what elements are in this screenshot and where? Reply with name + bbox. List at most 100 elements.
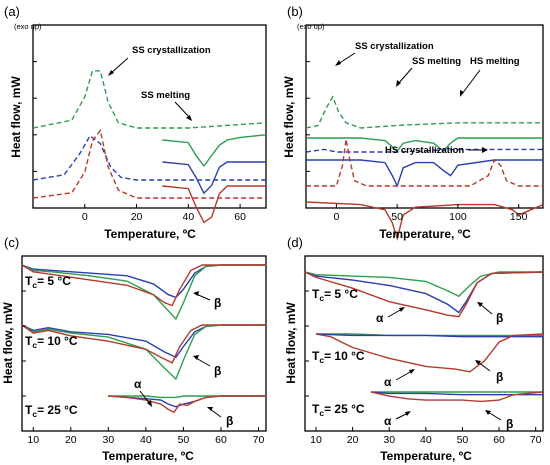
panel-d-ticks: 10 20 30 40 50 60 70 (305, 290, 542, 446)
panel-c-xlabel: Temperature, ºC (102, 449, 194, 463)
tc-label-5-c: Tc= 5 °C (25, 274, 71, 290)
annotation-ss-melting-b: SS melting (412, 56, 461, 67)
tc-label-10-d: Tc= 10 °C (312, 349, 365, 365)
arrowhead-beta-c-3 (207, 407, 213, 411)
tc-label-5-d: Tc= 5 °C (312, 287, 358, 303)
arrowhead-alpha-d-1 (399, 307, 405, 312)
x-tick-label-b-1: 50 (391, 211, 403, 223)
arrow-alpha-d-1 (387, 308, 403, 318)
series-line-d-2-2 (370, 391, 544, 403)
panel-a-label: (a) (4, 4, 20, 19)
panel-b-ylabel: Heat flow, mW (282, 76, 296, 158)
series-line-c-0-2 (21, 264, 266, 307)
x-tick-label-a-0: 0 (82, 211, 88, 223)
arrowhead-ss-crystallization-b (335, 60, 341, 66)
series-line-c-0-1 (21, 264, 266, 321)
series-line-d-0-2 (304, 271, 544, 318)
annotation-hs-melting-b: HS melting (470, 56, 520, 67)
arrowhead-alpha-c (147, 400, 152, 407)
arrowhead-beta-d-1 (477, 302, 483, 307)
arrow-ss-melting-b (397, 67, 413, 85)
panel-b-ticks: 0 50 100 150 (306, 61, 528, 223)
panel-d-xlabel: Temperature, ºC (380, 449, 472, 463)
x-tick-label-d-4: 50 (457, 434, 469, 446)
series-line-c-2-2 (108, 395, 266, 414)
tc-label-25-d: Tc= 25 °C (312, 402, 365, 418)
arrowhead-ss-melting-a (186, 115, 192, 121)
arrow-alpha-c (139, 390, 151, 405)
series-line-d-1-1 (315, 333, 543, 338)
x-tick-label-d-6: 70 (530, 434, 542, 446)
x-tick-label-c-3: 40 (140, 434, 152, 446)
series-line-c-2-1 (108, 395, 266, 399)
annotation-ss-crystallization-b: SS crystallization (355, 41, 434, 52)
beta-label-d-1: β (496, 311, 503, 325)
panel-c-ticks: 10 20 30 40 50 60 70 (22, 290, 264, 446)
arrowhead-alpha-d-2 (409, 369, 415, 374)
panel-a: (a) (exo up) 0 20 40 60 Heat flow, mW Tempe… (4, 4, 267, 241)
arrow-alpha-d-2 (395, 370, 413, 381)
series-line-b-0 (305, 95, 543, 129)
series-line-b-5 (305, 201, 544, 241)
panel-d-ylabel: Heat flow, mW (284, 302, 298, 384)
series-line-d-1-2 (315, 333, 544, 373)
tc-label-25-c: Tc= 25 °C (25, 403, 78, 419)
panel-c: (c) 10 20 30 40 50 60 70 Heat flow, mW Tempera… (1, 235, 267, 463)
arrow-beta-d-3 (487, 411, 502, 421)
panel-a-exo-note: (exo up) (14, 22, 42, 31)
arrow-beta-d-1 (479, 303, 493, 315)
tc-label-10-c: Tc= 10 °C (25, 334, 78, 350)
panel-a-ylabel: Heat flow, mW (9, 76, 23, 158)
panel-c-ylabel: Heat flow, mW (1, 302, 15, 384)
arrow-ss-crystallization-a (109, 57, 129, 75)
alpha-label-c: α (134, 377, 142, 391)
x-tick-label-d-3: 40 (420, 434, 432, 446)
alpha-label-d-1: α (376, 311, 384, 325)
series-line-c-1-1 (21, 324, 266, 381)
alpha-label-d-2: α (384, 375, 392, 389)
panel-d-frame (304, 255, 544, 432)
panel-d-curves (304, 271, 544, 403)
arrow-beta-c-1 (195, 293, 211, 301)
arrowhead-hs-melting-b (460, 90, 464, 97)
series-line-a-3 (162, 161, 266, 195)
arrowhead-beta-c-1 (193, 291, 199, 296)
beta-label-d-2: β (496, 370, 503, 384)
series-line-a-0 (32, 70, 267, 129)
panel-a-frame (32, 24, 267, 209)
series-line-d-2-1 (370, 391, 543, 396)
x-tick-label-b-0: 0 (333, 211, 339, 223)
series-line-a-2 (32, 134, 266, 181)
series-line-d-0-0 (304, 271, 543, 298)
panel-d: (d) 10 20 30 40 50 60 70 Heat flow, mW Tempera… (284, 235, 544, 463)
panel-a-curves (32, 70, 267, 224)
series-line-a-5 (162, 185, 266, 224)
series-line-b-3 (306, 159, 543, 188)
x-tick-label-b-3: 150 (510, 211, 528, 223)
panel-b-exo-note: (exo up) (297, 22, 325, 31)
panel-b-frame (305, 24, 544, 209)
x-tick-label-d-5: 60 (493, 434, 505, 446)
arrow-beta-c-2 (195, 357, 211, 367)
x-tick-label-c-2: 30 (102, 434, 114, 446)
x-tick-label-a-3: 60 (234, 211, 246, 223)
series-line-c-1-2 (21, 324, 266, 364)
arrowhead-ss-crystallization-a (108, 70, 114, 76)
arrowhead-ss-melting-b (396, 80, 401, 87)
series-line-a-4 (32, 128, 266, 199)
arrowhead-beta-d-2 (475, 360, 481, 365)
arrow-beta-c-3 (209, 408, 222, 418)
x-tick-label-c-5: 60 (215, 434, 227, 446)
panel-b-curves (305, 95, 544, 241)
alpha-label-d-3: α (384, 414, 392, 428)
series-line-a-1 (162, 134, 267, 168)
arrow-hs-melting-b (461, 69, 481, 95)
x-tick-label-a-2: 40 (182, 211, 194, 223)
panel-b-label: (b) (287, 4, 303, 19)
x-tick-label-c-0: 10 (27, 434, 39, 446)
panel-d-label: (d) (287, 235, 303, 250)
arrowhead-alpha-d-3 (405, 411, 411, 416)
beta-label-d-3: β (506, 417, 513, 431)
beta-label-c-1: β (214, 296, 221, 310)
